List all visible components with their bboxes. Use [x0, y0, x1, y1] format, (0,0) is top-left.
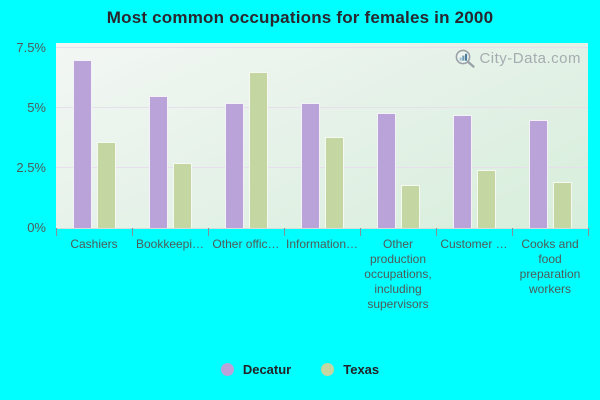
bar-texas: [400, 184, 420, 228]
bar-group: [56, 43, 132, 228]
x-axis-tick: [207, 228, 209, 236]
x-axis-tick: [511, 228, 513, 236]
bar-group: [436, 43, 512, 228]
y-tick-label: 0%: [27, 220, 46, 235]
bar-decatur: [300, 103, 320, 228]
watermark: City-Data.com: [454, 48, 581, 69]
legend-item-texas: Texas: [321, 362, 379, 377]
x-axis-label: Information…: [285, 237, 359, 251]
x-axis-tick: [131, 228, 133, 236]
bar-group: [284, 43, 360, 228]
plot-area: City-Data.com: [56, 43, 588, 229]
y-tick-label: 2.5%: [16, 159, 46, 175]
x-axis-label: Cashiers: [70, 237, 118, 251]
bar-decatur: [452, 115, 472, 228]
x-axis-label: Other offic…: [212, 237, 280, 251]
chart-title: Most common occupations for females in 2…: [106, 8, 494, 27]
bar-texas: [552, 182, 572, 228]
x-axis-tick: [435, 228, 437, 236]
bar-texas: [324, 136, 344, 228]
y-tick-label: 7.5%: [16, 39, 46, 55]
gridline: [56, 106, 588, 108]
legend-label-texas: Texas: [343, 362, 380, 377]
bar-decatur: [148, 95, 168, 228]
bar-group: [132, 43, 208, 228]
legend: Decatur Texas: [0, 362, 600, 377]
legend-dot-texas: [321, 363, 335, 376]
x-axis-tick: [359, 228, 361, 236]
bar-texas: [172, 163, 192, 228]
legend-dot-decatur: [220, 363, 234, 376]
x-axis-label: Bookkeepi…: [135, 237, 205, 251]
bar-group: [512, 43, 588, 228]
bar-decatur: [72, 59, 92, 228]
gridline: [56, 46, 588, 48]
bar-texas: [96, 141, 116, 228]
bar-group: [360, 43, 436, 228]
legend-item-decatur: Decatur: [220, 362, 292, 377]
magnifier-with-bars-icon: [454, 48, 476, 69]
legend-label-decatur: Decatur: [242, 362, 292, 377]
bar-decatur: [224, 103, 244, 228]
x-axis-label: Other production occupations, including …: [364, 237, 432, 311]
bar-texas: [476, 170, 496, 228]
y-tick-label: 5%: [27, 99, 46, 115]
bar-texas: [248, 71, 268, 228]
x-axis-tick: [283, 228, 285, 236]
watermark-text: City-Data.com: [479, 50, 581, 67]
x-axis-tick: [55, 228, 57, 236]
x-axis-label: Cooks and food preparation workers: [519, 237, 581, 296]
x-axis-tick: [587, 228, 589, 236]
bar-decatur: [376, 112, 396, 228]
gridline: [56, 166, 588, 168]
x-axis-label: Customer …: [440, 237, 508, 251]
bar-decatur: [528, 119, 548, 228]
bar-group: [208, 43, 284, 228]
